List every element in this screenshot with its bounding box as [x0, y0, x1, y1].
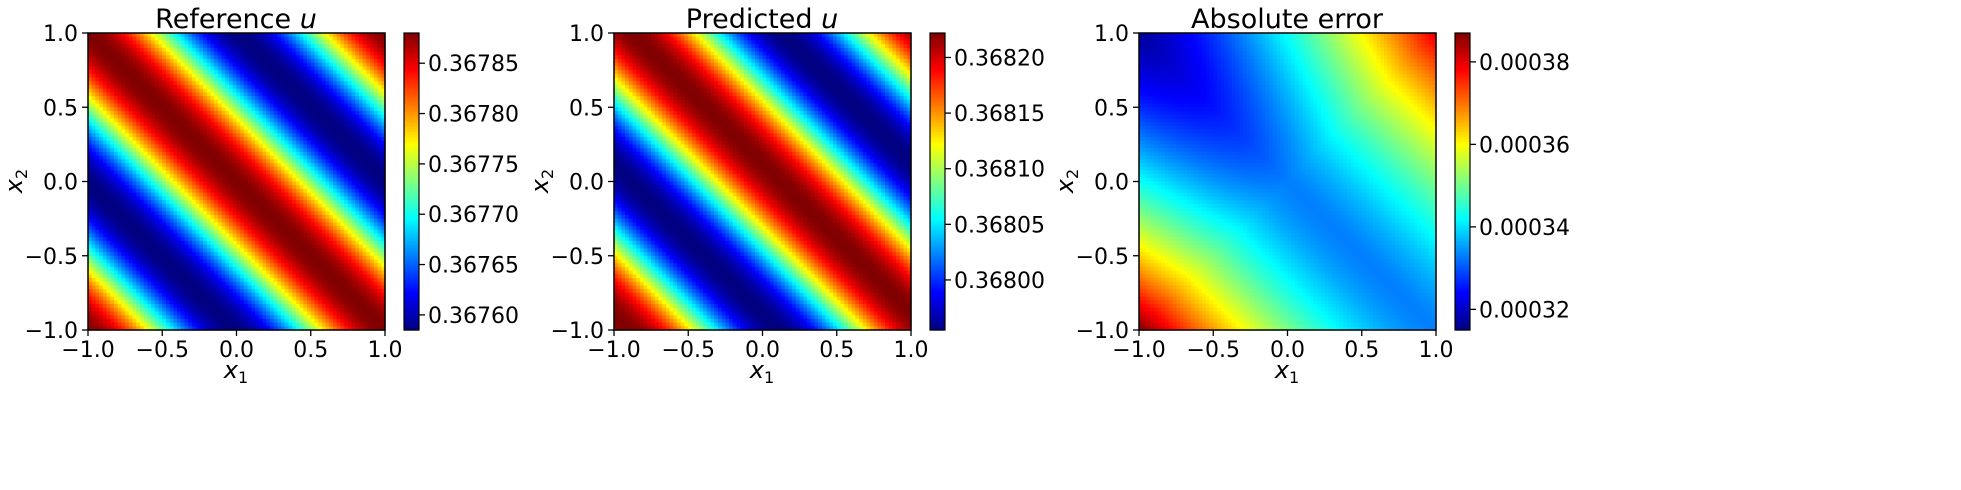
y-tick-label: 0.0 — [1094, 171, 1129, 196]
plot-title: Absolute error — [1191, 4, 1384, 35]
plot-title: Predicted u — [686, 4, 838, 35]
colorbar-ticks: 0.00032 0.00034 0.00036 0.00038 — [1470, 51, 1570, 324]
heatmap-image — [88, 33, 386, 331]
heatmap-image — [614, 33, 912, 331]
y-tick-label: 0.5 — [1094, 96, 1129, 121]
colorbar — [930, 33, 945, 331]
x-tick-label: 0.5 — [293, 338, 328, 363]
colorbar-ticks: 0.36800 0.36805 0.36810 0.36815 0.36820 — [945, 46, 1045, 293]
colorbar-tick-label: 0.36810 — [954, 158, 1045, 183]
colorbar-tick-label: 0.36815 — [954, 102, 1045, 127]
colorbar-tick-label: 0.36775 — [428, 153, 519, 178]
colorbar-tick-label: 0.00036 — [1479, 133, 1570, 158]
heatmap-svg: Absolute error −1.0 −0.5 0.0 0.5 1.0 −1.0 −0.… — [1051, 0, 1704, 486]
colorbar-tick-label: 0.36820 — [954, 46, 1045, 71]
y-tick-label: −0.5 — [1076, 245, 1129, 270]
y-tick-label: 0.0 — [569, 171, 604, 196]
y-axis-label: x2 — [0, 169, 31, 194]
colorbar-tick-label: 0.00034 — [1479, 216, 1570, 241]
y-ticks: −1.0 −0.5 0.0 0.5 1.0 — [551, 22, 614, 344]
colorbar-tick-label: 0.00032 — [1479, 298, 1570, 323]
colorbar — [1455, 33, 1470, 331]
heatmap-image — [1139, 33, 1437, 331]
colorbar — [404, 33, 419, 331]
y-axis-label: x2 — [1051, 169, 1082, 194]
y-tick-label: 1.0 — [1094, 22, 1129, 47]
y-tick-label: −1.0 — [1076, 319, 1129, 344]
colorbar-tick-label: 0.00038 — [1479, 51, 1570, 76]
colorbar-tick-label: 0.36805 — [954, 213, 1045, 238]
plot-title: Reference u — [155, 4, 317, 35]
y-ticks: −1.0 −0.5 0.0 0.5 1.0 — [1076, 22, 1139, 344]
x-tick-label: 1.0 — [894, 338, 929, 363]
y-axis-label: x2 — [526, 169, 557, 194]
y-tick-label: −1.0 — [25, 319, 78, 344]
y-tick-label: 0.0 — [43, 171, 78, 196]
colorbar-ticks: 0.36760 0.36765 0.36770 0.36775 0.36780 0.367… — [419, 52, 519, 329]
colorbar-tick-label: 0.36765 — [428, 254, 519, 279]
y-tick-label: 0.5 — [43, 96, 78, 121]
y-tick-label: 1.0 — [43, 22, 78, 47]
y-tick-label: −0.5 — [551, 245, 604, 270]
x-tick-label: 1.0 — [368, 338, 403, 363]
x-tick-label: 0.5 — [819, 338, 854, 363]
y-tick-label: −1.0 — [551, 319, 604, 344]
colorbar-tick-label: 0.36770 — [428, 203, 519, 228]
colorbar-tick-label: 0.36760 — [428, 304, 519, 329]
x-tick-label: −0.5 — [1187, 338, 1240, 363]
colorbar-tick-label: 0.36780 — [428, 103, 519, 128]
x-tick-label: −0.5 — [662, 338, 715, 363]
x-tick-label: −0.5 — [136, 338, 189, 363]
x-tick-label: 0.5 — [1344, 338, 1379, 363]
colorbar-tick-label: 0.36785 — [428, 52, 519, 77]
y-ticks: −1.0 −0.5 0.0 0.5 1.0 — [25, 22, 88, 344]
y-tick-label: −0.5 — [25, 245, 78, 270]
y-tick-label: 0.5 — [569, 96, 604, 121]
subplot-absolute-error: Absolute error −1.0 −0.5 0.0 0.5 1.0 −1.0 −0.… — [1051, 0, 1704, 486]
y-tick-label: 1.0 — [569, 22, 604, 47]
colorbar-tick-label: 0.36800 — [954, 269, 1045, 294]
x-tick-label: 1.0 — [1419, 338, 1454, 363]
